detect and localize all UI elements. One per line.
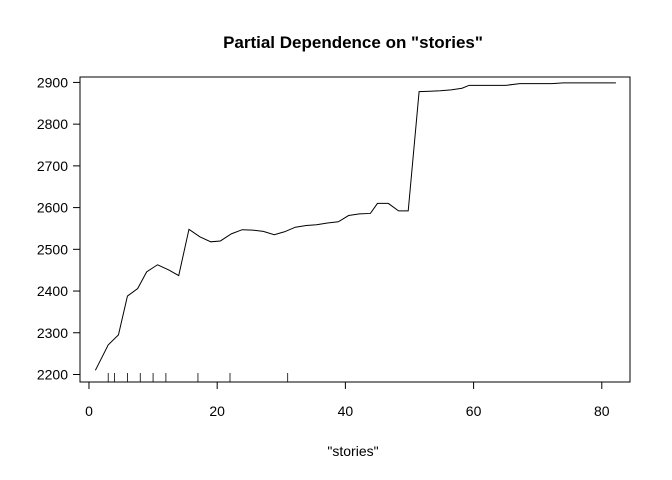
plot-frame bbox=[79, 76, 631, 383]
x-axis: 0 20 40 60 80 bbox=[85, 381, 610, 419]
y-tick-label: 2300 bbox=[37, 325, 68, 341]
y-tick-label: 2700 bbox=[37, 158, 68, 174]
chart-title: Partial Dependence on "stories" bbox=[223, 33, 483, 52]
y-tick-label: 2600 bbox=[37, 200, 68, 216]
y-axis: 2200 2300 2400 2500 2600 2700 2800 2900 bbox=[37, 74, 81, 382]
y-tick-label: 2200 bbox=[37, 366, 68, 382]
rug-marks bbox=[107, 373, 289, 382]
x-tick-label: 20 bbox=[209, 403, 225, 419]
y-tick-label: 2400 bbox=[37, 283, 68, 299]
series-line bbox=[94, 82, 616, 371]
x-tick-label: 60 bbox=[466, 403, 482, 419]
y-tick-label: 2800 bbox=[37, 116, 68, 132]
x-tick-label: 40 bbox=[338, 403, 354, 419]
x-axis-label: "stories" bbox=[327, 443, 378, 459]
y-tick-label: 2500 bbox=[37, 241, 68, 257]
x-tick-label: 80 bbox=[594, 403, 610, 419]
x-tick-label: 0 bbox=[85, 403, 93, 419]
y-tick-label: 2900 bbox=[37, 74, 68, 90]
